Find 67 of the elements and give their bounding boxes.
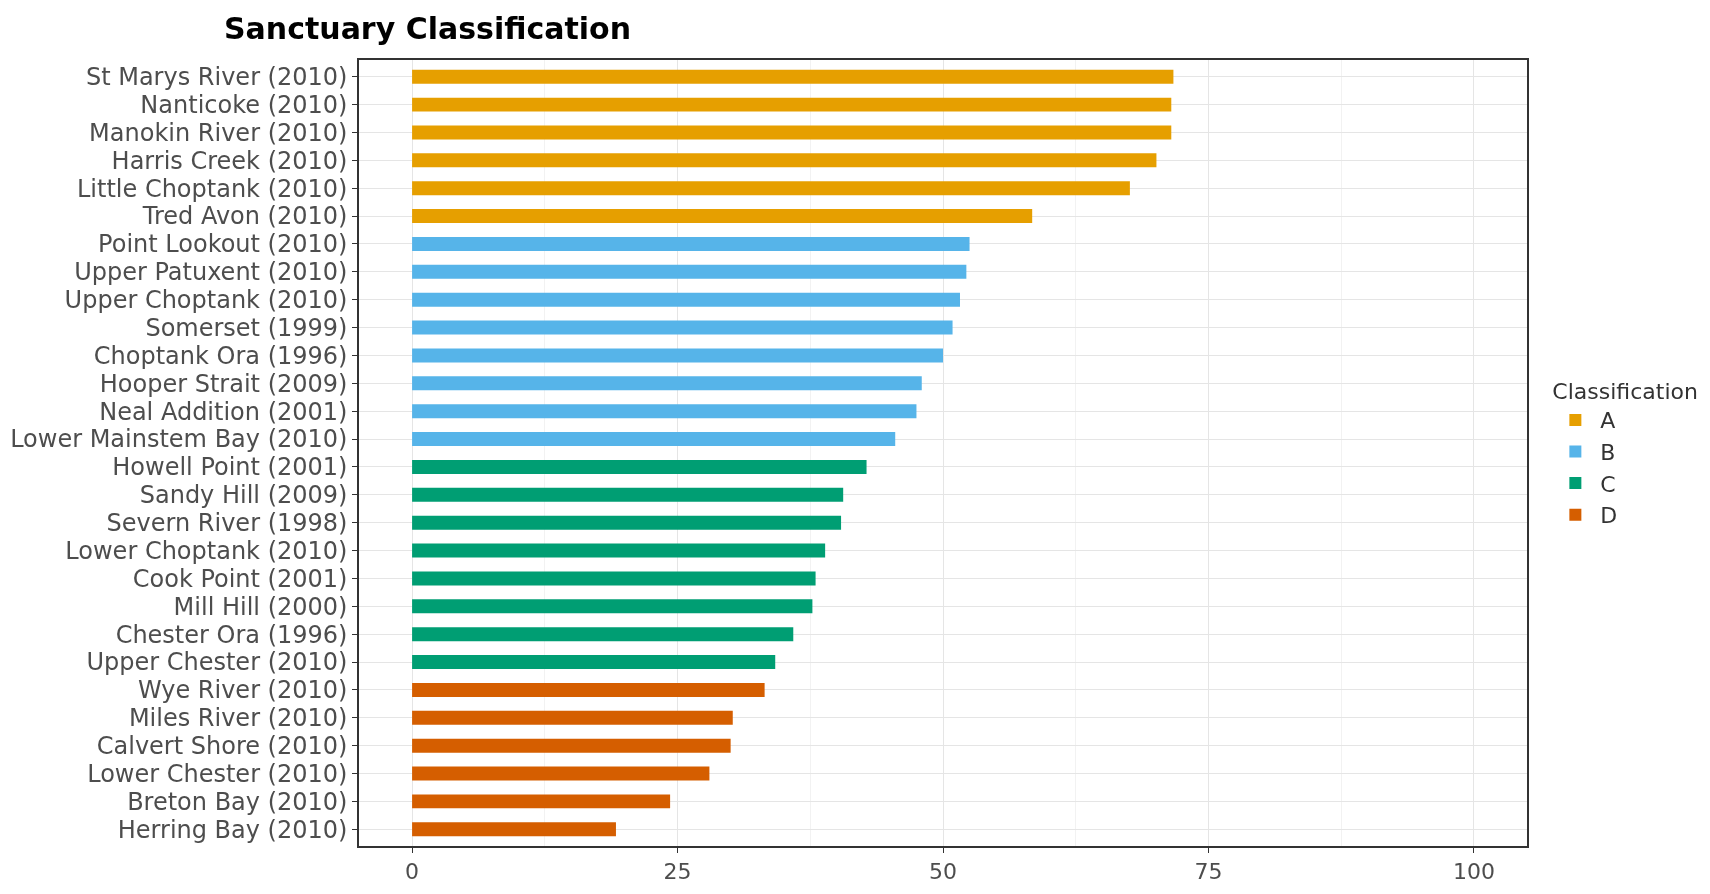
x-tick-label: 0 [405,859,420,885]
y-tick-label: Point Lookout (2010) [98,230,348,259]
bar [412,97,1172,112]
legend-label: C [1600,471,1616,497]
y-tick-label: Lower Chester (2010) [87,759,348,788]
y-tick-label: Sandy Hill (2009) [139,481,348,510]
bar [412,655,776,670]
chart-title: Sanctuary Classification [223,10,632,46]
y-tick-label: Nanticoke (2010) [140,91,348,119]
y-tick-label: Breton Bay (2010) [127,787,348,816]
y-tick-label: Upper Choptank (2010) [64,286,348,315]
bar [412,766,710,781]
y-tick-label: Miles River (2010) [128,704,348,733]
y-tick-label: Cook Point (2001) [132,564,348,593]
bar [412,710,733,725]
y-tick-label: Upper Patuxent (2010) [74,258,348,287]
y-tick-label: Howell Point (2001) [112,453,348,482]
x-tick-label: 100 [1452,859,1495,885]
legend-title: Classification [1552,379,1698,405]
bar [412,320,953,335]
x-tick-label: 25 [663,859,692,885]
bar [412,543,826,558]
bar [412,348,943,363]
y-tick-label: Calvert Shore (2010) [96,732,348,761]
legend-label: A [1600,408,1616,434]
bar [412,264,967,279]
y-tick-label: Mill Hill (2000) [173,592,348,621]
y-tick-label: Hooper Strait (2009) [99,369,348,398]
bar [412,432,896,447]
bar [412,738,731,753]
bar [412,682,765,697]
bar [412,292,960,307]
legend-label: B [1600,440,1616,466]
x-tick-label: 75 [1194,859,1223,885]
y-tick-label: St Marys River (2010) [85,63,348,92]
bar [412,487,844,502]
bar [412,822,616,837]
bar [412,209,1033,224]
legend-label: D [1600,503,1618,529]
bar [412,794,671,809]
bar [412,571,816,586]
y-tick-label: Lower Choptank (2010) [65,536,348,565]
y-tick-label: Harris Creek (2010) [111,146,348,175]
y-tick-label: Neal Addition (2001) [99,397,348,426]
bar [412,627,794,642]
y-tick-label: Severn River (1998) [106,509,348,538]
bar [412,515,842,530]
y-tick-label: Choptank Ora (1996) [93,341,348,370]
y-tick-label: Little Choptank (2010) [76,174,348,203]
bar [412,181,1130,196]
bar [412,376,922,391]
y-tick-label: Wye River (2010) [137,676,348,705]
x-tick-label: 50 [929,859,957,885]
bar [412,599,813,614]
bar [412,236,970,251]
bar [412,404,917,419]
bar [412,125,1172,140]
bar [412,153,1157,168]
y-tick-label: Chester Ora (1996) [115,620,348,649]
y-tick-label: Herring Bay (2010) [117,815,348,844]
bar [412,69,1174,84]
y-tick-label: Manokin River (2010) [89,118,348,147]
y-tick-label: Upper Chester (2010) [86,648,348,677]
bar [412,459,867,474]
y-tick-label: Tred Avon (2010) [141,202,348,231]
y-tick-label: Somerset (1999) [145,313,348,342]
y-tick-label: Lower Mainstem Bay (2010) [10,425,348,454]
